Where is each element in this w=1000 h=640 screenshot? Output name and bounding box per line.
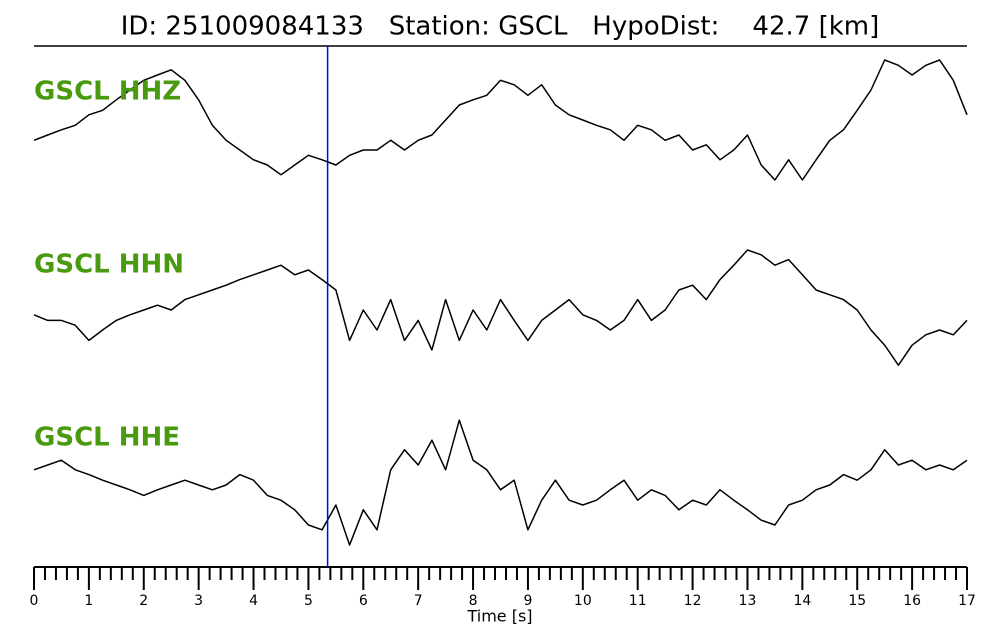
x-tick-label: 11 (629, 593, 647, 609)
x-tick-label: 2 (139, 593, 148, 609)
x-tick-label: 17 (958, 593, 976, 609)
trace (33, 59, 968, 181)
trace-label: GSCL HHE (34, 423, 180, 453)
trace-label: GSCL HHZ (34, 77, 181, 107)
x-tick-label: 0 (30, 593, 39, 609)
x-tick-label: 4 (249, 593, 258, 609)
trace (33, 419, 968, 546)
x-tick-label: 14 (793, 593, 811, 609)
x-tick-label: 10 (574, 593, 592, 609)
x-tick-label: 1 (84, 593, 93, 609)
x-axis-label: Time [s] (466, 607, 532, 626)
x-tick-label: 9 (523, 593, 532, 609)
x-tick-label: 12 (684, 593, 702, 609)
x-tick-label: 8 (469, 593, 478, 609)
x-tick-label: 16 (903, 593, 921, 609)
x-tick-label: 15 (848, 593, 866, 609)
x-tick-label: 3 (194, 593, 203, 609)
trace (33, 249, 968, 366)
chart-title: ID: 251009084133 Station: GSCL HypoDist:… (121, 12, 880, 42)
x-tick-label: 6 (359, 593, 368, 609)
x-tick-label: 13 (739, 593, 757, 609)
trace-label: GSCL HHN (34, 250, 184, 280)
x-tick-label: 5 (304, 593, 313, 609)
x-tick-label: 7 (414, 593, 423, 609)
